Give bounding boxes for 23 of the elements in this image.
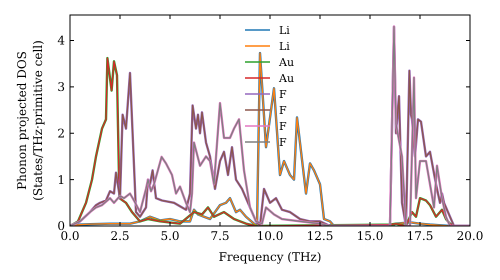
x-tick-label: 17.5 — [406, 229, 434, 243]
legend-label: Au — [278, 56, 294, 69]
legend-label: Li — [279, 24, 290, 37]
y-tick-label: 2 — [57, 126, 65, 140]
x-tick-label: 15.0 — [356, 229, 384, 243]
legend-label: Li — [279, 40, 290, 53]
legend-label: F — [279, 120, 287, 133]
legend-label: F — [279, 104, 287, 117]
x-tick-label: 7.5 — [210, 229, 230, 243]
x-tick-label: 20.0 — [456, 229, 484, 243]
x-tick-label: 5.0 — [160, 229, 180, 243]
x-axis-title: Frequency (THz) — [218, 250, 322, 264]
y-tick-label: 4 — [57, 34, 66, 48]
x-tick-label: 10.0 — [256, 229, 284, 243]
legend-label: F — [279, 88, 287, 101]
y-tick-label: 3 — [57, 80, 65, 94]
legend-label: Au — [278, 72, 294, 85]
x-tick-label: 12.5 — [306, 229, 334, 243]
x-tick-label: 0.0 — [60, 229, 80, 243]
legend-label: F — [279, 136, 287, 149]
y-axis-title: Phonon projected DOS (States/THz·primitive cell) — [15, 40, 45, 201]
x-tick-label: 2.5 — [110, 229, 130, 243]
y-tick-label: 1 — [57, 172, 65, 187]
